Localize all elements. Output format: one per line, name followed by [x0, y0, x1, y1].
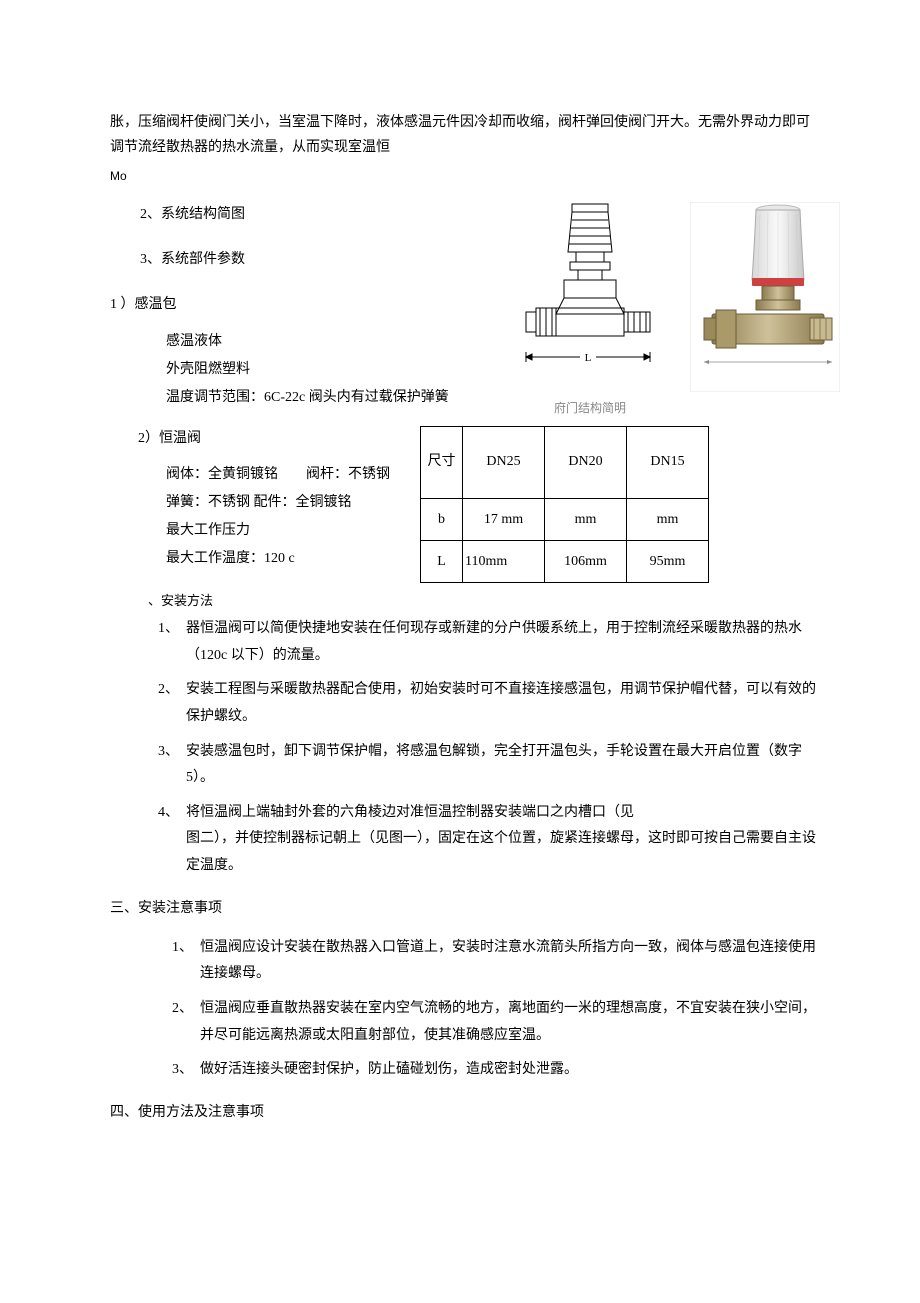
list-item: 3、 做好活连接头硬密封保护，防止磕碰划伤，造成密封处泄露。 [172, 1057, 820, 1084]
dimensions-table: 尺寸 DN25 DN20 DN15 b 17 mm mm mm L 110mm … [420, 426, 709, 583]
list-item: 4、 将恒温阀上端轴封外套的六角棱边对准恒温控制器安装端口之内槽口（见 图二），… [158, 800, 820, 880]
spec-line: 弹簧：不锈钢 配件：全铜镀铭 [166, 489, 390, 517]
svg-text:L: L [585, 352, 592, 364]
item-number: 3、 [172, 1057, 200, 1084]
list-item: 2、 恒温阀应垂直散热器安装在室内空气流畅的地方，离地面约一米的理想高度，不宜安… [172, 996, 820, 1049]
valve-line-svg: L [510, 202, 670, 392]
item-number: 1、 [158, 616, 186, 669]
item-number: 4、 [158, 800, 186, 880]
item-text: 器恒温阀可以简便快捷地安装在任何现存或新建的分户供暖系统上，用于控制流经采暖散热… [186, 616, 820, 669]
table-header: 尺寸 [421, 426, 463, 498]
table-cell: 106mm [545, 540, 627, 582]
table-cell: 17 mm [463, 498, 545, 540]
item-number: 2、 [172, 996, 200, 1049]
table-cell: mm [627, 498, 709, 540]
table-cell: L [421, 540, 463, 582]
item-text-line: 图二），并使控制器标记朝上（见图一），固定在这个位置，旋紧连接螺母，这时即可按自… [186, 826, 820, 879]
figure-caption: 府门结构简明 [510, 398, 670, 420]
table-cell: mm [545, 498, 627, 540]
figure-group: L 府门结构简明 [510, 202, 840, 420]
table-cell: 95mm [627, 540, 709, 582]
section-4-head: 四、使用方法及注意事项 [110, 1100, 820, 1125]
item-text-line: 将恒温阀上端轴封外套的六角棱边对准恒温控制器安装端口之内槽口（见 [186, 800, 820, 827]
mo-text: Mo [110, 166, 820, 188]
table-header: DN25 [463, 426, 545, 498]
install-method-head: 、安装方法 [148, 589, 820, 612]
intro-paragraph: 胀，压缩阀杆使阀门关小，当室温下降时，液体感温元件因冷却而收缩，阀杆弹回使阀门开… [110, 110, 820, 160]
table-cell: b [421, 498, 463, 540]
item-text: 将恒温阀上端轴封外套的六角棱边对准恒温控制器安装端口之内槽口（见 图二），并使控… [186, 800, 820, 880]
spec-line: 温度调节范围：6C-22c 阀头内有过载保护弹簧 [166, 384, 476, 412]
item-number: 1、 [172, 935, 200, 988]
item-text: 恒温阀应设计安装在散热器入口管道上，安装时注意水流箭头所指方向一致，阀体与感温包… [200, 935, 820, 988]
item-text: 安装感温包时，卸下调节保护帽，将感温包解锁，完全打开温包头，手轮设置在最大开启位… [186, 739, 820, 792]
table-cell: 110mm [463, 540, 545, 582]
item-number: 2、 [158, 677, 186, 730]
spec-line: 最大工作温度：120 c [166, 545, 390, 573]
part-2-row: 2）恒温阀 阀体：全黄铜镀铭 阀杆：不锈钢 弹簧：不锈钢 配件：全铜镀铭 最大工… [110, 426, 820, 583]
upper-section: L 府门结构简明 [110, 202, 820, 880]
figure-photo [690, 202, 840, 401]
spec-line: 阀体：全黄铜镀铭 阀杆：不锈钢 [166, 461, 390, 489]
list-item: 1、 器恒温阀可以简便快捷地安装在任何现存或新建的分户供暖系统上，用于控制流经采… [158, 616, 820, 669]
item-number: 3、 [158, 739, 186, 792]
table-header: DN20 [545, 426, 627, 498]
part-2-left: 2）恒温阀 阀体：全黄铜镀铭 阀杆：不锈钢 弹簧：不锈钢 配件：全铜镀铭 最大工… [110, 426, 390, 573]
spec-line: 外壳阻燃塑料 [166, 356, 476, 384]
item-text: 安装工程图与采暖散热器配合使用，初始安装时可不直接连接感温包，用调节保护帽代替，… [186, 677, 820, 730]
list-item: 2、 安装工程图与采暖散热器配合使用，初始安装时可不直接连接感温包，用调节保护帽… [158, 677, 820, 730]
part-1-specs: 感温液体 外壳阻燃塑料 温度调节范围：6C-22c 阀头内有过载保护弹簧 [166, 328, 476, 412]
spec-line: 感温液体 [166, 328, 476, 356]
list-item: 3、 安装感温包时，卸下调节保护帽，将感温包解锁，完全打开温包头，手轮设置在最大… [158, 739, 820, 792]
install-list: 1、 器恒温阀可以简便快捷地安装在任何现存或新建的分户供暖系统上，用于控制流经采… [158, 616, 820, 879]
part-2-head: 2）恒温阀 [138, 426, 390, 451]
item-text: 恒温阀应垂直散热器安装在室内空气流畅的地方，离地面约一米的理想高度，不宜安装在狭… [200, 996, 820, 1049]
spec-line: 最大工作压力 [166, 517, 390, 545]
list-item: 1、 恒温阀应设计安装在散热器入口管道上，安装时注意水流箭头所指方向一致，阀体与… [172, 935, 820, 988]
figure-line-drawing: L 府门结构简明 [510, 202, 670, 420]
table-header: DN15 [627, 426, 709, 498]
notes-list: 1、 恒温阀应设计安装在散热器入口管道上，安装时注意水流箭头所指方向一致，阀体与… [172, 935, 820, 1084]
section-3-head: 三、安装注意事项 [110, 896, 820, 921]
item-text: 做好活连接头硬密封保护，防止磕碰划伤，造成密封处泄露。 [200, 1057, 820, 1084]
valve-photo-svg [690, 202, 840, 392]
